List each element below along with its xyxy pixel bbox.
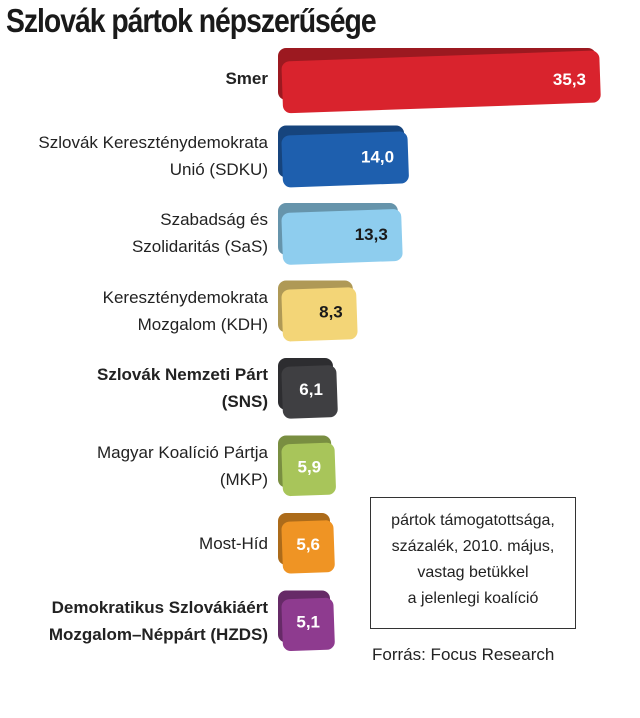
bar-value-label: 5,6: [296, 535, 320, 554]
bar-value-label: 5,1: [296, 613, 320, 632]
bar-value-label: 14,0: [361, 148, 394, 167]
bar: [281, 365, 338, 419]
category-label-line: Mozgalom (KDH): [137, 314, 268, 334]
legend-note-line: a jelenlegi koalíció: [407, 590, 539, 607]
bar: [281, 50, 601, 114]
bar: [281, 597, 335, 652]
category-label-line: Mozgalom–Néppárt (HZDS): [48, 624, 268, 644]
bar-value-label: 8,3: [319, 303, 343, 322]
category-label: Szlovák Kereszténydemokrata Unió (SDKU): [38, 129, 268, 183]
category-label-line: Szlovák Nemzeti Párt: [96, 365, 268, 384]
chart-title: Szlovák pártok népszerűsége: [6, 2, 377, 39]
legend-note-line: százalék, 2010. május,: [391, 538, 555, 555]
category-label-line: Magyar Koalíció Pártja: [96, 442, 268, 462]
category-label-line: Smer: [225, 68, 268, 88]
bar-group: 5,9: [278, 435, 336, 497]
bar-group: 5,1: [278, 590, 335, 652]
category-label: Szlovák Nemzeti Párt (SNS): [97, 361, 268, 415]
category-label-line: Szolidaritás (SaS): [131, 237, 268, 256]
category-label: Kereszténydemokrata Mozgalom (KDH): [103, 284, 268, 338]
category-label-line: Szabadság és: [160, 210, 268, 229]
bar-group: 8,3: [278, 280, 358, 342]
bar-value-label: 13,3: [355, 225, 388, 244]
bar-group: 6,1: [278, 358, 338, 419]
category-label-line: Most-Híd: [199, 533, 268, 553]
category-label-line: Szlovák Kereszténydemokrata: [38, 132, 268, 152]
bar-value-label: 6,1: [299, 380, 323, 399]
category-label: Demokratikus Szlovákiáért Mozgalom–Néppár…: [49, 594, 268, 648]
legend-note: pártok támogatottsága, százalék, 2010. m…: [370, 497, 576, 629]
bar-value-label: 35,3: [553, 70, 586, 89]
category-label-line: Demokratikus Szlovákiáért: [51, 597, 268, 617]
category-label: Szabadság és Szolidaritás (SaS): [132, 206, 268, 260]
source-note: Forrás: Focus Research: [372, 645, 555, 664]
legend-note-line: vastag betükkel: [417, 564, 529, 581]
bar-group: 35,3: [278, 48, 601, 114]
bar-group: 13,3: [278, 203, 403, 265]
bar-value-label: 5,9: [298, 458, 322, 477]
bar: [281, 520, 335, 574]
bar-group: 14,0: [278, 125, 409, 188]
category-label-line: (MKP): [219, 469, 268, 489]
bar: [281, 131, 409, 188]
category-label: Most-Híd: [199, 530, 268, 557]
bar: [281, 209, 403, 265]
bar-group: 5,6: [278, 513, 335, 574]
bar: [281, 287, 358, 342]
category-label: Smer: [225, 65, 268, 92]
category-label: Magyar Koalíció Pártja (MKP): [97, 439, 268, 493]
category-label-line: Unió (SDKU): [169, 159, 268, 179]
legend-note-line: pártok támogatottsága,: [391, 512, 555, 529]
category-label-line: (SNS): [221, 392, 268, 411]
category-label-line: Kereszténydemokrata: [102, 287, 268, 307]
bar: [281, 442, 336, 497]
